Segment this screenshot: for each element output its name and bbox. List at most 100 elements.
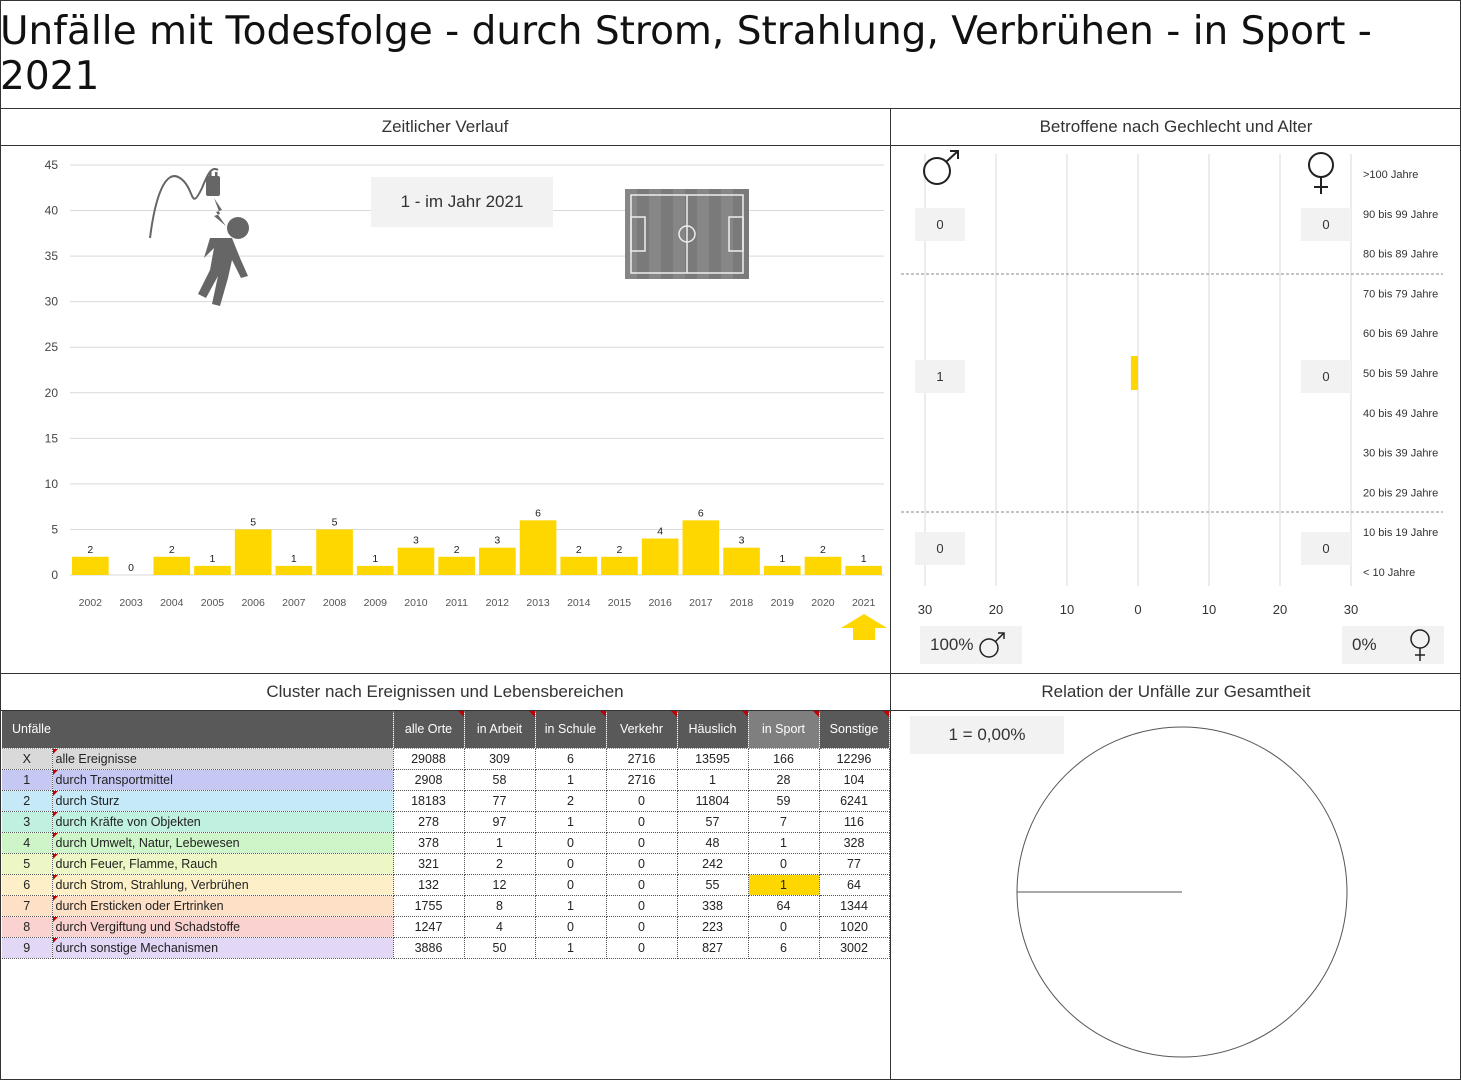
- table-cell[interactable]: 6: [535, 748, 607, 770]
- row-category-name[interactable]: alle Ereignisse: [52, 748, 394, 770]
- table-cell[interactable]: 59: [748, 790, 820, 812]
- table-cell[interactable]: 77: [464, 790, 536, 812]
- row-category-name[interactable]: durch Umwelt, Natur, Lebewesen: [52, 832, 394, 854]
- table-cell[interactable]: 0: [606, 874, 678, 896]
- table-cell[interactable]: 12296: [819, 748, 890, 770]
- table-cell[interactable]: 2716: [606, 769, 678, 791]
- table-cell[interactable]: 50: [464, 937, 536, 959]
- column-header[interactable]: in Schule: [535, 711, 607, 749]
- table-cell[interactable]: 13595: [677, 748, 749, 770]
- table-cell[interactable]: 12: [464, 874, 536, 896]
- table-cell[interactable]: 4: [464, 916, 536, 938]
- table-row[interactable]: 1 durch Transportmittel 2908 58 1 2716 1 28 104: [2, 769, 890, 791]
- table-cell[interactable]: 7: [748, 811, 820, 833]
- table-cell[interactable]: 1: [748, 874, 820, 896]
- column-header[interactable]: Verkehr: [606, 711, 678, 749]
- table-cell[interactable]: 1: [535, 937, 607, 959]
- table-cell[interactable]: 0: [606, 790, 678, 812]
- table-cell[interactable]: 1: [535, 895, 607, 917]
- table-cell[interactable]: 0: [606, 916, 678, 938]
- row-category-name[interactable]: durch Sturz: [52, 790, 394, 812]
- table-cell[interactable]: 57: [677, 811, 749, 833]
- table-cell[interactable]: 1755: [393, 895, 465, 917]
- table-cell[interactable]: 0: [606, 853, 678, 875]
- row-category-name[interactable]: durch Ersticken oder Ertrinken: [52, 895, 394, 917]
- column-header-selected[interactable]: in Sport: [748, 711, 820, 749]
- table-cell[interactable]: 827: [677, 937, 749, 959]
- table-cell[interactable]: 6: [748, 937, 820, 959]
- table-row[interactable]: 3 durch Kräfte von Objekten 278 97 1 0 57 7 116: [2, 811, 890, 833]
- table-cell[interactable]: 64: [819, 874, 890, 896]
- table-cell[interactable]: 0: [535, 832, 607, 854]
- table-cell[interactable]: 11804: [677, 790, 749, 812]
- table-cell[interactable]: 2: [464, 853, 536, 875]
- table-cell[interactable]: 1: [677, 769, 749, 791]
- row-category-name[interactable]: durch Vergiftung und Schadstoffe: [52, 916, 394, 938]
- table-cell[interactable]: 223: [677, 916, 749, 938]
- table-cell[interactable]: 104: [819, 769, 890, 791]
- table-cell[interactable]: 0: [606, 832, 678, 854]
- column-header-label: Sonstige: [829, 722, 879, 737]
- table-cell[interactable]: 77: [819, 853, 890, 875]
- row-number: 2: [2, 790, 53, 812]
- table-cell[interactable]: 18183: [393, 790, 465, 812]
- table-cell[interactable]: 328: [819, 832, 890, 854]
- row-category-name[interactable]: durch Feuer, Flamme, Rauch: [52, 853, 394, 875]
- table-cell[interactable]: 55: [677, 874, 749, 896]
- column-header[interactable]: in Arbeit: [464, 711, 536, 749]
- up-arrow-icon[interactable]: [841, 614, 887, 640]
- table-cell[interactable]: 1: [535, 769, 607, 791]
- table-row[interactable]: 4 durch Umwelt, Natur, Lebewesen 378 1 0 0 48 1…: [2, 832, 890, 854]
- table-row[interactable]: 5 durch Feuer, Flamme, Rauch 321 2 0 0 242 0 77: [2, 853, 890, 875]
- table-cell[interactable]: 0: [535, 853, 607, 875]
- table-row[interactable]: 6 durch Strom, Strahlung, Verbrühen 132 12 0…: [2, 874, 890, 896]
- table-cell[interactable]: 0: [606, 937, 678, 959]
- table-cell[interactable]: 0: [748, 853, 820, 875]
- row-category-name[interactable]: durch Transportmittel: [52, 769, 394, 791]
- table-cell[interactable]: 2716: [606, 748, 678, 770]
- table-cell[interactable]: 64: [748, 895, 820, 917]
- row-category-name[interactable]: durch Kräfte von Objekten: [52, 811, 394, 833]
- table-row[interactable]: 9 durch sonstige Mechanismen 3886 50 1 0 827 6 3…: [2, 937, 890, 959]
- table-cell[interactable]: 309: [464, 748, 536, 770]
- table-cell[interactable]: 0: [535, 874, 607, 896]
- table-cell[interactable]: 3002: [819, 937, 890, 959]
- column-header[interactable]: alle Orte: [393, 711, 465, 749]
- table-cell[interactable]: 28: [748, 769, 820, 791]
- table-cell[interactable]: 1: [535, 811, 607, 833]
- table-row[interactable]: 8 durch Vergiftung und Schadstoffe 1247 4 0 0…: [2, 916, 890, 938]
- table-cell[interactable]: 3886: [393, 937, 465, 959]
- column-header[interactable]: Sonstige: [819, 711, 890, 749]
- table-cell[interactable]: 321: [393, 853, 465, 875]
- table-cell[interactable]: 2908: [393, 769, 465, 791]
- table-cell[interactable]: 132: [393, 874, 465, 896]
- table-cell[interactable]: 29088: [393, 748, 465, 770]
- table-cell[interactable]: 278: [393, 811, 465, 833]
- table-cell[interactable]: 1: [464, 832, 536, 854]
- table-cell[interactable]: 0: [606, 811, 678, 833]
- table-cell[interactable]: 1344: [819, 895, 890, 917]
- table-cell[interactable]: 338: [677, 895, 749, 917]
- table-cell[interactable]: 6241: [819, 790, 890, 812]
- table-cell[interactable]: 0: [535, 916, 607, 938]
- table-cell[interactable]: 58: [464, 769, 536, 791]
- table-row[interactable]: 7 durch Ersticken oder Ertrinken 1755 8 1 0 33…: [2, 895, 890, 917]
- row-category-name[interactable]: durch sonstige Mechanismen: [52, 937, 394, 959]
- table-cell[interactable]: 1: [748, 832, 820, 854]
- table-row[interactable]: 2 durch Sturz 18183 77 2 0 11804 59 6241: [2, 790, 890, 812]
- table-cell[interactable]: 1020: [819, 916, 890, 938]
- table-cell[interactable]: 48: [677, 832, 749, 854]
- table-cell[interactable]: 378: [393, 832, 465, 854]
- table-cell[interactable]: 242: [677, 853, 749, 875]
- table-cell[interactable]: 97: [464, 811, 536, 833]
- table-cell[interactable]: 8: [464, 895, 536, 917]
- row-category-name[interactable]: durch Strom, Strahlung, Verbrühen: [52, 874, 394, 896]
- table-cell[interactable]: 1247: [393, 916, 465, 938]
- table-cell[interactable]: 0: [748, 916, 820, 938]
- table-cell[interactable]: 2: [535, 790, 607, 812]
- column-header[interactable]: Häuslich: [677, 711, 749, 749]
- table-cell[interactable]: 166: [748, 748, 820, 770]
- table-cell[interactable]: 0: [606, 895, 678, 917]
- table-cell[interactable]: 116: [819, 811, 890, 833]
